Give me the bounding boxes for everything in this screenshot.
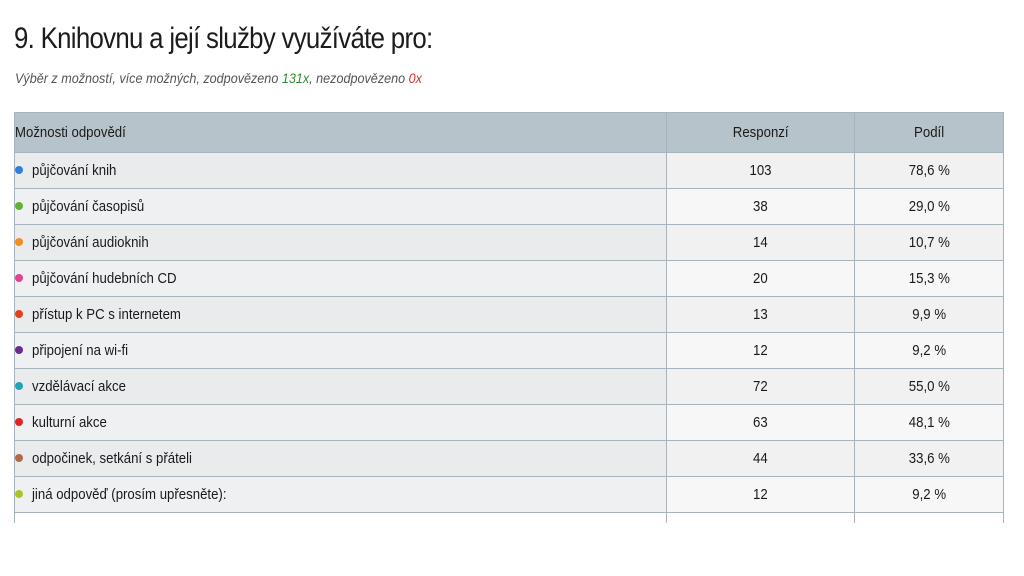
header-answer-options: Možnosti odpovědí (13, 112, 668, 153)
color-dot-icon (15, 165, 23, 174)
option-label: odpočinek, setkání s přáteli (32, 450, 192, 468)
share-value: 9,2 % (912, 342, 946, 359)
option-cell: jiná odpověď (prosím upřesněte): (13, 476, 668, 513)
share-cell: 33,6 % (854, 440, 1004, 477)
option-label: půjčování časopisů (32, 198, 145, 216)
option-cell: půjčování knih (13, 152, 668, 189)
option-cell: odpočinek, setkání s přáteli (13, 440, 668, 477)
share-cell: 9,9 % (854, 296, 1004, 333)
page-title: 9. Knihovnu a její služby využíváte pro: (14, 22, 433, 55)
answered-count: 131x (281, 70, 310, 86)
share-value: 9,9 % (912, 306, 946, 323)
responses-value: 12 (753, 486, 769, 503)
question-subtitle: Výběr z možností, více možných, zodpověz… (15, 70, 422, 86)
color-dot-icon (15, 417, 23, 426)
option-label: jiná odpověď (prosím upřesněte): (32, 486, 227, 504)
header-share: Podíl (854, 112, 1004, 153)
table-row: půjčování audioknih 14 10,7 % (13, 224, 1004, 261)
responses-value: 13 (753, 306, 769, 323)
color-dot-icon (15, 489, 23, 498)
header-responses: Responzí (666, 112, 856, 153)
subtitle-middle: , nezodpovězeno (309, 70, 409, 86)
share-cell: 78,6 % (854, 152, 1004, 189)
share-cell: 55,0 % (854, 368, 1004, 405)
unanswered-count: 0x (408, 70, 422, 86)
share-value: 55,0 % (908, 378, 950, 395)
share-value: 78,6 % (908, 162, 950, 179)
responses-cell: 12 (666, 332, 856, 369)
option-cell: kulturní akce (13, 404, 668, 441)
share-cell: 9,2 % (854, 332, 1004, 369)
share-value: 10,7 % (908, 234, 950, 251)
subtitle-text: Výběr z možností, více možných, zodpověz… (15, 70, 282, 86)
responses-cell: 12 (666, 476, 856, 513)
option-cell: vzdělávací akce (13, 368, 668, 405)
color-dot-icon (15, 309, 23, 318)
share-cell: 15,3 % (854, 260, 1004, 297)
responses-cell: 44 (666, 440, 856, 477)
table-row: odpočinek, setkání s přáteli 44 33,6 % (13, 440, 1004, 477)
table-row: kulturní akce 63 48,1 % (13, 404, 1004, 441)
table-row: půjčování knih 103 78,6 % (13, 152, 1004, 189)
option-cell: připojení na wi-fi (13, 332, 668, 369)
table-row: jiná odpověď (prosím upřesněte): 12 9,2 % (13, 476, 1004, 513)
share-cell: 48,1 % (854, 404, 1004, 441)
empty-cell (666, 512, 856, 523)
results-table: Možnosti odpovědí Responzí Podíl půjčová… (13, 112, 1004, 523)
responses-cell: 20 (666, 260, 856, 297)
empty-cell (854, 512, 1004, 523)
share-value: 33,6 % (908, 450, 950, 467)
option-label: přístup k PC s internetem (32, 306, 181, 324)
option-label: kulturní akce (32, 414, 107, 432)
responses-cell: 103 (666, 152, 856, 189)
option-label: půjčování hudebních CD (32, 270, 177, 288)
responses-cell: 14 (666, 224, 856, 261)
responses-value: 72 (753, 378, 769, 395)
color-dot-icon (15, 345, 23, 354)
color-dot-icon (15, 201, 23, 210)
share-value: 9,2 % (912, 486, 946, 503)
share-value: 15,3 % (908, 270, 950, 287)
share-cell: 9,2 % (854, 476, 1004, 513)
share-value: 48,1 % (908, 414, 950, 431)
table-row: půjčování časopisů 38 29,0 % (13, 188, 1004, 225)
responses-cell: 38 (666, 188, 856, 225)
responses-cell: 63 (666, 404, 856, 441)
responses-value: 63 (753, 414, 769, 431)
table-row: přístup k PC s internetem 13 9,9 % (13, 296, 1004, 333)
responses-value: 103 (749, 162, 772, 179)
responses-value: 14 (753, 234, 769, 251)
responses-value: 12 (753, 342, 769, 359)
color-dot-icon (15, 453, 23, 462)
table-header-row: Možnosti odpovědí Responzí Podíl (13, 112, 1004, 153)
table-row: vzdělávací akce 72 55,0 % (13, 368, 1004, 405)
table-row: půjčování hudebních CD 20 15,3 % (13, 260, 1004, 297)
color-dot-icon (15, 237, 23, 246)
share-cell: 29,0 % (854, 188, 1004, 225)
responses-value: 20 (753, 270, 769, 287)
option-label: půjčování audioknih (32, 234, 149, 252)
share-cell: 10,7 % (854, 224, 1004, 261)
responses-value: 38 (753, 198, 769, 215)
responses-cell: 72 (666, 368, 856, 405)
table-body: půjčování knih 103 78,6 % půjčování časopis… (13, 152, 1004, 523)
option-label: vzdělávací akce (32, 378, 126, 396)
table-row-empty (13, 512, 1004, 523)
color-dot-icon (15, 381, 23, 390)
empty-cell (13, 512, 668, 523)
option-label: půjčování knih (32, 162, 117, 180)
table-row: připojení na wi-fi 12 9,2 % (13, 332, 1004, 369)
option-label: připojení na wi-fi (32, 342, 129, 360)
option-cell: půjčování hudebních CD (13, 260, 668, 297)
option-cell: půjčování audioknih (13, 224, 668, 261)
share-value: 29,0 % (908, 198, 950, 215)
color-dot-icon (15, 273, 23, 282)
option-cell: půjčování časopisů (13, 188, 668, 225)
responses-value: 44 (753, 450, 769, 467)
option-cell: přístup k PC s internetem (13, 296, 668, 333)
responses-cell: 13 (666, 296, 856, 333)
